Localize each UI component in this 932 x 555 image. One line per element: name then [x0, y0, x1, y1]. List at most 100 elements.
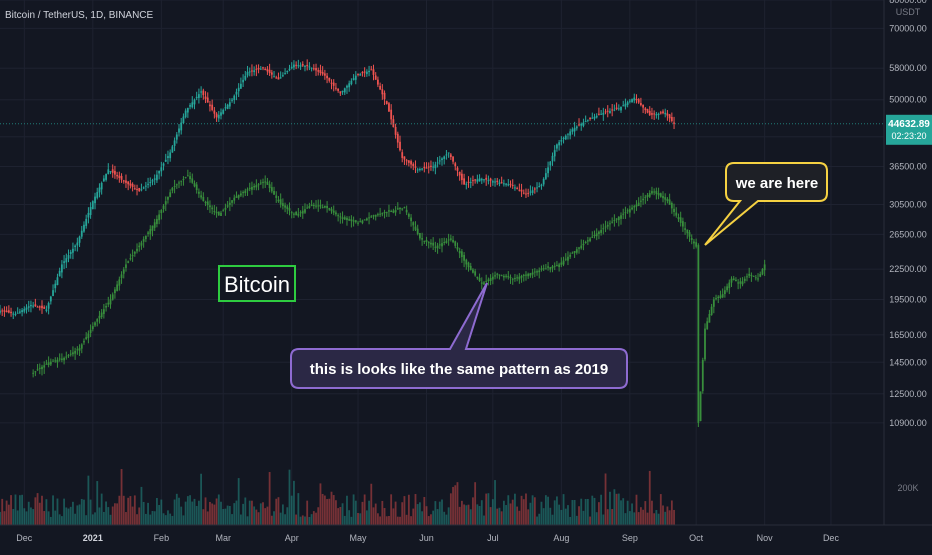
bitcoin-candle-body: [293, 64, 295, 68]
volume-bar: [589, 516, 591, 525]
overlay-candle-body: [120, 274, 123, 279]
bitcoin-label-border: [218, 265, 296, 302]
overlay-candle-body: [178, 182, 180, 184]
overlay-candle-body: [438, 244, 441, 246]
bitcoin-candle-body: [598, 113, 600, 115]
bitcoin-candle-body: [613, 109, 616, 111]
bitcoin-candle-body: [253, 70, 256, 73]
bitcoin-candle-body: [328, 77, 331, 81]
bitcoin-candle-body: [664, 112, 667, 115]
bitcoin-candle-body: [354, 75, 357, 80]
bitcoin-candle-body: [228, 102, 231, 107]
bitcoin-candle-body: [270, 72, 273, 75]
bitcoin-candle-body: [200, 91, 203, 93]
overlay-candle-body: [142, 239, 145, 242]
bitcoin-label-box[interactable]: Bitcoin: [218, 265, 296, 302]
bitcoin-candle-body: [573, 127, 576, 132]
bitcoin-candle-body: [198, 94, 200, 98]
overlay-candle-body: [693, 241, 695, 244]
bitcoin-candle-body: [348, 83, 351, 88]
bitcoin-candle-body: [217, 114, 220, 119]
bitcoin-candle-body: [248, 71, 251, 73]
volume-bar: [215, 498, 218, 525]
overlay-candle-body: [721, 294, 724, 298]
bitcoin-candle-body: [288, 68, 291, 71]
bitcoin-candle-body: [670, 117, 673, 122]
overlay-candle-body: [350, 219, 353, 222]
callout-we-are-here[interactable]: we are here: [704, 162, 828, 246]
overlay-candle-body: [593, 235, 596, 237]
overlay-candle-body: [293, 213, 295, 215]
bitcoin-candle-body: [606, 110, 609, 112]
overlay-candle-body: [480, 282, 483, 284]
volume-bar: [573, 499, 576, 525]
overlay-candle-body: [43, 365, 46, 368]
bitcoin-candle-body: [476, 179, 479, 182]
bitcoin-candle-body: [580, 123, 583, 126]
volume-bar: [547, 496, 549, 525]
bitcoin-candle-body: [392, 119, 395, 128]
bitcoin-candle-body: [396, 133, 399, 143]
overlay-candle-body: [752, 275, 755, 277]
volume-bar: [522, 499, 525, 525]
volume-bar: [396, 516, 399, 525]
bitcoin-candle-body: [277, 77, 280, 80]
bitcoin-candle-body: [388, 103, 390, 112]
price-tick-label: 80000.00: [889, 0, 927, 5]
volume-bar: [27, 501, 30, 525]
overlay-candle-body: [467, 262, 470, 268]
overlay-candle-body: [710, 306, 713, 315]
overlay-candle-body: [445, 240, 448, 243]
bitcoin-candle-body: [189, 105, 191, 107]
volume-bar: [489, 507, 492, 525]
volume-bar: [36, 493, 39, 525]
overlay-candle-body: [622, 213, 625, 215]
volume-bar: [575, 515, 578, 525]
overlay-candle-body: [551, 266, 554, 269]
overlay-candle-body: [522, 274, 525, 276]
overlay-candle-body: [562, 260, 565, 265]
bitcoin-candle-body: [242, 79, 244, 83]
bitcoin-candle-body: [591, 117, 594, 119]
currency-label: USDT: [896, 7, 921, 17]
overlay-candle-body: [502, 275, 505, 278]
bitcoin-candle-body: [202, 90, 205, 96]
overlay-candle-body: [80, 344, 83, 349]
time-axis[interactable]: Dec 2021 Feb Mar Apr May Jun Jul Aug Sep Oct Nov Dec: [16, 533, 839, 543]
volume-bar: [350, 516, 353, 525]
volume-bar: [52, 495, 54, 525]
overlay-candle-body: [237, 194, 240, 198]
overlay-candle-body: [74, 350, 77, 354]
volume-bar: [582, 510, 585, 525]
bitcoin-candle-body: [363, 71, 366, 73]
volume-bar: [502, 500, 505, 525]
bitcoin-candle-body: [390, 109, 393, 120]
overlay-candle-body: [346, 217, 348, 221]
overlay-candle-body: [670, 202, 673, 209]
volume-bar: [434, 501, 437, 525]
volume-bar: [58, 514, 61, 525]
overlay-candle-body: [520, 275, 523, 278]
overlay-candle-body: [527, 273, 530, 277]
overlay-candle-body: [348, 219, 351, 221]
overlay-candle-body: [717, 296, 720, 299]
volume-bar: [648, 470, 651, 525]
volume-bar: [3, 511, 6, 525]
bitcoin-candle-body: [414, 166, 417, 168]
bitcoin-candle-body: [458, 171, 461, 176]
price-axis[interactable]: 80000.0070000.0058000.0050000.0042000.00…: [889, 0, 927, 428]
volume-bar: [452, 486, 454, 525]
overlay-candle-body: [63, 357, 65, 361]
volume-bar: [60, 516, 63, 525]
volume-bar: [544, 495, 547, 525]
overlay-candle-body: [547, 266, 549, 268]
volume-bar: [186, 496, 189, 525]
bitcoin-candle-body: [480, 178, 483, 181]
volume-bar: [668, 510, 671, 525]
bitcoin-candle-body: [525, 193, 527, 195]
callout-same-pattern[interactable]: this is looks like the same pattern as 2…: [290, 282, 628, 389]
overlay-candle-body: [175, 184, 178, 186]
overlay-candle-body: [735, 279, 737, 282]
